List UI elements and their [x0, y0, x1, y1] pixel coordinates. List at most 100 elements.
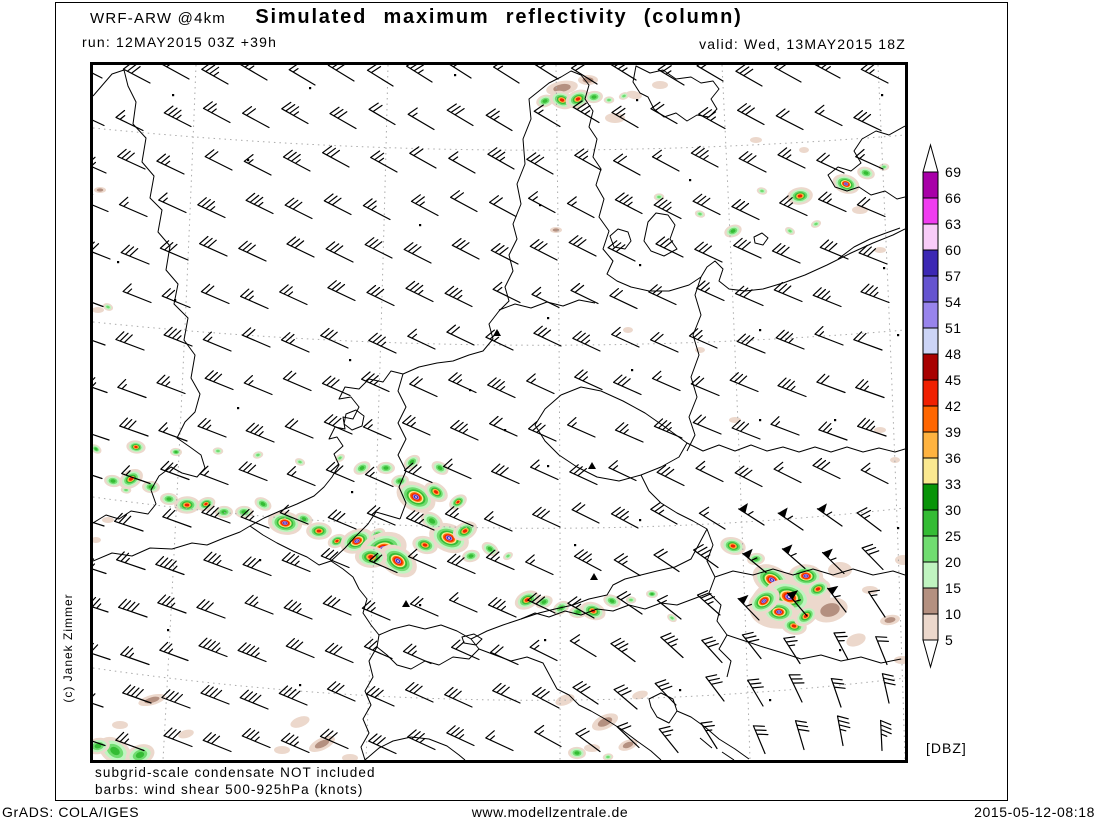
wind-barb	[240, 508, 270, 529]
wind-barb	[781, 548, 806, 570]
stratiform-patch	[729, 417, 741, 423]
coastline-border-path	[376, 624, 480, 670]
wind-barb	[737, 103, 765, 126]
wind-barb	[528, 191, 556, 214]
wind-barb	[362, 198, 391, 221]
wind-barb	[242, 556, 272, 577]
reflectivity-cell	[396, 560, 400, 562]
wind-barb	[527, 592, 556, 614]
wind-barb	[197, 417, 227, 438]
wind-barb	[608, 460, 637, 482]
wind-barb	[444, 506, 474, 527]
wind-barb	[774, 65, 802, 83]
coastline-border-path	[360, 646, 378, 760]
reflectivity-cell	[670, 616, 674, 620]
reflectivity-cell	[650, 592, 654, 596]
grid-point-dot	[883, 267, 886, 270]
reflectivity-cell	[803, 614, 809, 618]
wind-barb	[881, 673, 896, 704]
reflectivity-cell	[110, 479, 116, 483]
wind-barb	[860, 65, 889, 84]
wind-barb	[856, 196, 886, 218]
wind-barb	[451, 238, 480, 260]
reflectivity-cell	[284, 522, 286, 524]
wind-barb	[777, 377, 807, 398]
wind-barb	[122, 283, 152, 304]
reflectivity-cell	[433, 490, 439, 494]
wind-barb	[747, 678, 764, 707]
wind-barb	[533, 325, 562, 347]
reflectivity-cell	[629, 598, 633, 602]
wind-barb	[161, 689, 191, 709]
wind-barb	[833, 631, 849, 661]
wind-barb	[741, 631, 762, 660]
wind-barb	[777, 512, 804, 531]
reflectivity-cell	[174, 450, 178, 454]
wind-barb	[616, 722, 640, 749]
wind-barb	[446, 324, 475, 346]
wind-barb	[93, 340, 106, 346]
grid-point-dot	[237, 407, 240, 410]
reflectivity-cell	[487, 546, 493, 552]
wind-barb	[407, 328, 436, 350]
wind-barb	[327, 280, 356, 302]
grid-point-dot	[117, 261, 120, 264]
wind-barb	[836, 715, 851, 747]
wind-barb	[122, 65, 151, 84]
wind-barb	[163, 105, 192, 128]
wind-barb	[816, 373, 846, 394]
wind-barb	[651, 149, 680, 172]
wind-barb	[322, 595, 352, 616]
wind-barb	[93, 302, 104, 308]
reflectivity-cell	[447, 537, 451, 539]
wind-barb	[574, 148, 602, 171]
grid-point-dot	[639, 519, 642, 522]
wind-barb	[241, 327, 271, 348]
wind-barb	[529, 239, 558, 261]
wind-barb	[487, 597, 517, 618]
wind-barb	[731, 419, 761, 440]
coastline-border-path	[249, 525, 380, 636]
wind-barb	[653, 197, 682, 220]
grid-point-dot	[897, 527, 900, 530]
wind-barb	[814, 104, 843, 127]
reflectivity-cell	[591, 95, 597, 99]
reflectivity-cell	[356, 540, 358, 542]
reflectivity-cell	[135, 751, 145, 759]
stratiform-patch	[605, 113, 625, 123]
legend-tick-label: 25	[945, 528, 962, 544]
reflectivity-cell	[301, 517, 307, 521]
wind-barb-flag	[738, 503, 748, 514]
wind-barb	[736, 333, 766, 354]
grads-credit: GrADS: COLA/IGES	[2, 804, 140, 820]
wind-barb	[93, 521, 105, 527]
wind-barb	[734, 285, 764, 307]
grid-point-dot	[351, 491, 354, 494]
wind-barb	[752, 725, 769, 755]
wind-barb	[410, 194, 439, 217]
grid-point-dot	[631, 369, 634, 372]
wind-barb	[239, 689, 269, 710]
stratiform-patch	[112, 721, 128, 729]
wind-barb	[653, 548, 680, 573]
wind-barb	[93, 642, 111, 661]
wind-barb	[280, 732, 310, 754]
wind-barb	[818, 191, 847, 213]
wind-barb	[654, 679, 677, 706]
wind-barb	[158, 422, 188, 442]
stratiform-core	[553, 83, 571, 93]
coastline-border-path	[343, 409, 365, 431]
legend-arrow-top	[922, 143, 939, 173]
wind-barb	[655, 236, 684, 258]
wind-barb	[158, 192, 187, 214]
wind-barb	[160, 460, 190, 481]
wind-barb	[159, 240, 189, 261]
coastline-border-path	[726, 634, 902, 664]
wind-barb	[288, 65, 316, 86]
wind-barb	[203, 551, 233, 572]
parallel-gridline	[93, 127, 905, 151]
reflectivity-color-scale: 69 66 63 60 57 54 51 48 45 42 39 36 33 30 25 20 15 10 5	[922, 143, 962, 669]
coastline-border-path	[686, 442, 905, 453]
reflectivity-cell	[574, 751, 580, 755]
reflectivity-cell	[468, 554, 474, 558]
